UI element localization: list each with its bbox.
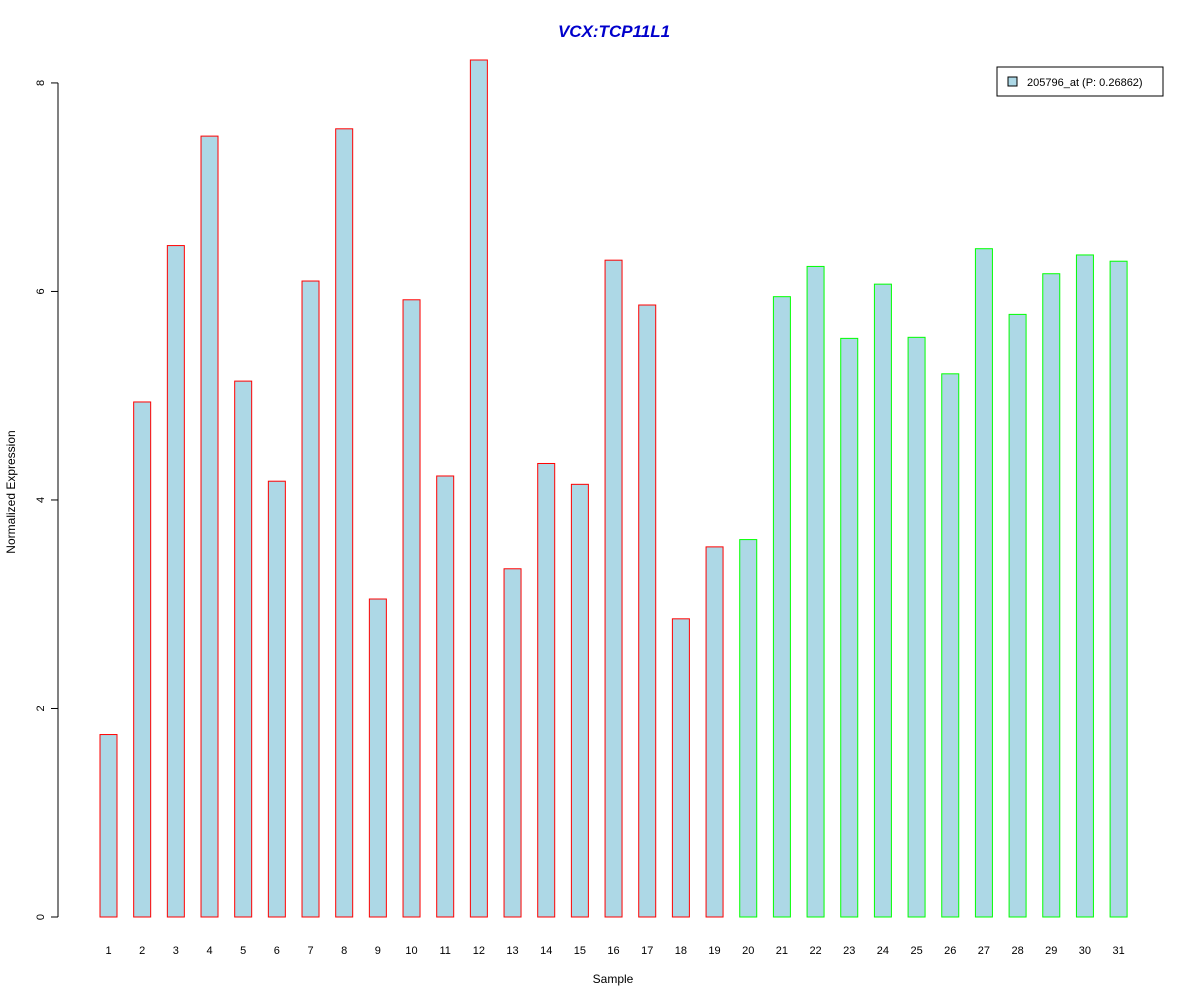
legend-swatch bbox=[1007, 76, 1018, 87]
x-tick-label: 13 bbox=[506, 945, 518, 957]
bar bbox=[806, 265, 825, 918]
x-tick-label: 1 bbox=[105, 945, 111, 957]
x-tick-label: 16 bbox=[607, 945, 619, 957]
x-tick-label: 21 bbox=[776, 945, 788, 957]
x-tick-label: 18 bbox=[675, 945, 687, 957]
bar bbox=[537, 462, 556, 918]
legend-box bbox=[996, 66, 1164, 97]
x-tick-label: 23 bbox=[843, 945, 855, 957]
x-tick-label: 6 bbox=[274, 945, 280, 957]
x-tick-label: 30 bbox=[1079, 945, 1091, 957]
y-tick-label: 8 bbox=[35, 80, 47, 86]
y-axis: 0 2 4 6 8 bbox=[35, 80, 59, 920]
x-tick-label: 7 bbox=[307, 945, 313, 957]
bar bbox=[772, 296, 791, 918]
bar bbox=[301, 280, 320, 918]
x-tick-label: 9 bbox=[375, 945, 381, 957]
bar bbox=[840, 337, 859, 918]
bar bbox=[1042, 273, 1061, 918]
bar bbox=[166, 245, 185, 918]
bar bbox=[368, 598, 387, 918]
bar bbox=[402, 299, 421, 918]
legend: 205796_at (P: 0.26862) bbox=[996, 66, 1164, 97]
x-tick-label: 10 bbox=[405, 945, 417, 957]
x-tick-label: 31 bbox=[1112, 945, 1124, 957]
bar bbox=[267, 480, 286, 918]
y-tick-label: 6 bbox=[35, 288, 47, 294]
x-tick-label: 4 bbox=[206, 945, 212, 957]
x-tick-label: 22 bbox=[809, 945, 821, 957]
bar bbox=[133, 401, 152, 918]
x-tick-label: 12 bbox=[473, 945, 485, 957]
bar bbox=[705, 546, 724, 918]
bar bbox=[234, 380, 253, 918]
bar bbox=[873, 283, 892, 918]
bar bbox=[638, 304, 657, 918]
x-tick-label: 24 bbox=[877, 945, 889, 957]
y-tick-label: 0 bbox=[35, 914, 47, 920]
bar bbox=[1109, 260, 1128, 918]
chart-title: VCX:TCP11L1 bbox=[558, 22, 670, 41]
y-tick-label: 2 bbox=[35, 705, 47, 711]
x-tick-label: 25 bbox=[910, 945, 922, 957]
bar bbox=[335, 128, 354, 918]
x-tick-label: 3 bbox=[173, 945, 179, 957]
x-tick-label: 28 bbox=[1011, 945, 1023, 957]
x-tick-label: 20 bbox=[742, 945, 754, 957]
bar bbox=[907, 336, 926, 918]
x-axis-labels: 1 2 3 4 5 6 7 8 9 10 11 12 13 14 15 16 17 18 19 20 21 22 23 24 2… bbox=[105, 945, 1124, 957]
bar bbox=[436, 475, 455, 918]
y-tick-label: 4 bbox=[35, 497, 47, 503]
x-tick-label: 29 bbox=[1045, 945, 1057, 957]
x-tick-label: 15 bbox=[574, 945, 586, 957]
x-tick-label: 2 bbox=[139, 945, 145, 957]
x-tick-label: 11 bbox=[439, 945, 450, 957]
bar bbox=[974, 248, 993, 918]
x-tick-label: 19 bbox=[708, 945, 720, 957]
x-tick-label: 14 bbox=[540, 945, 552, 957]
bar bbox=[1075, 254, 1094, 918]
bar bbox=[99, 734, 118, 918]
y-axis-title: Normalized Expression bbox=[4, 430, 18, 553]
bar bbox=[200, 135, 219, 918]
bars bbox=[99, 59, 1128, 918]
x-tick-label: 26 bbox=[944, 945, 956, 957]
x-tick-label: 8 bbox=[341, 945, 347, 957]
x-tick-label: 5 bbox=[240, 945, 246, 957]
x-axis-title: Sample bbox=[593, 972, 634, 986]
bar bbox=[671, 618, 690, 918]
bar bbox=[503, 568, 522, 918]
bar bbox=[1008, 313, 1027, 918]
bar bbox=[941, 373, 960, 918]
bar bbox=[739, 539, 758, 918]
bar bbox=[604, 259, 623, 918]
x-tick-label: 17 bbox=[641, 945, 653, 957]
bar bbox=[469, 59, 488, 918]
legend-label: 205796_at (P: 0.26862) bbox=[1027, 77, 1143, 89]
x-tick-label: 27 bbox=[978, 945, 990, 957]
bar bbox=[570, 483, 589, 918]
